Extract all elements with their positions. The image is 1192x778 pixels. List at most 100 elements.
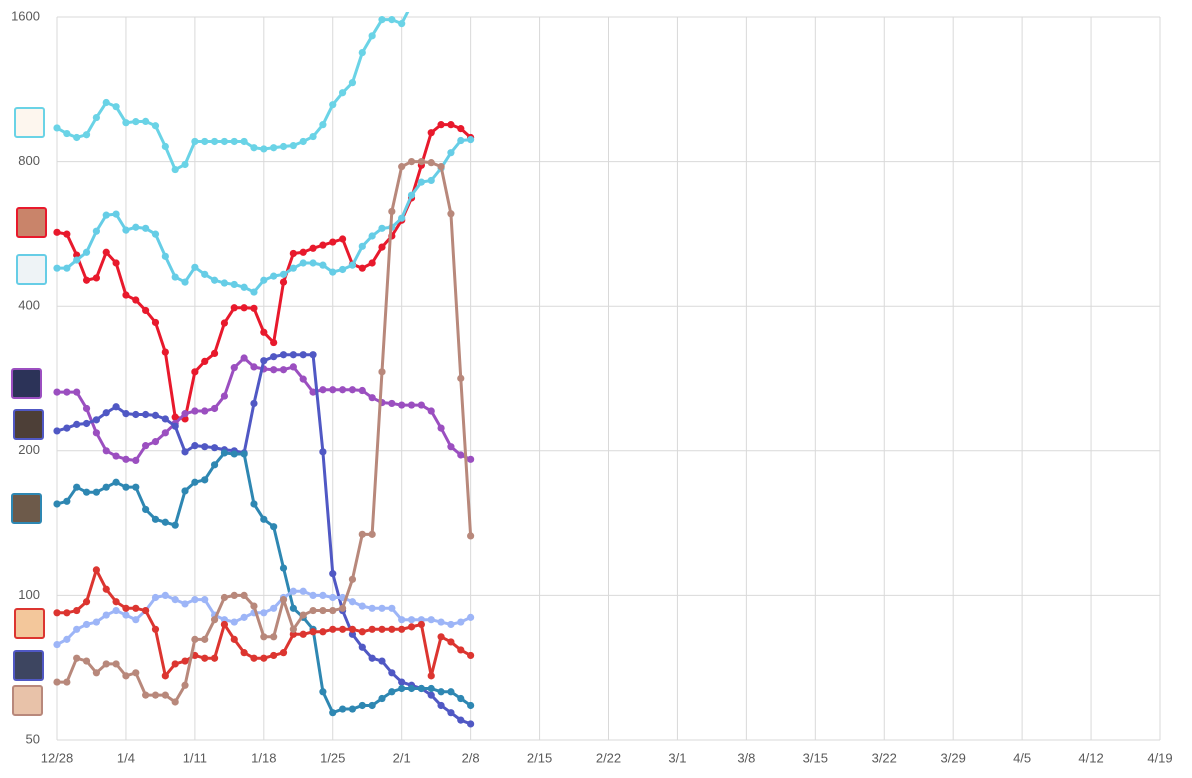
data-point [279,596,288,604]
x-tick-label: 1/25 [320,750,345,765]
data-point [82,404,91,413]
data-point [427,159,435,167]
data-point [319,591,327,600]
data-point [132,223,140,231]
data-point [151,691,160,699]
data-point [151,411,160,419]
data-point [132,669,140,677]
data-point [447,709,455,717]
data-point [112,210,120,218]
data-point [73,133,81,142]
data-point [309,244,317,252]
data-point [201,476,209,484]
data-point [417,178,425,186]
data-point [220,620,229,629]
data-point [151,515,160,523]
data-point [368,701,376,710]
data-point [201,270,209,278]
data-point [260,357,268,365]
data-point [368,32,376,40]
data-point [151,438,160,446]
data-point [368,654,376,662]
data-point [319,386,327,394]
data-point [82,276,91,284]
data-point [191,407,199,415]
data-point [240,283,248,291]
data-point [427,691,435,699]
data-point [210,276,219,284]
data-point [299,587,307,595]
data-point [358,386,366,395]
data-point [299,630,307,638]
data-point [368,625,376,633]
data-point [289,630,297,638]
data-point [329,386,337,394]
data-point [260,145,268,153]
data-point [368,394,376,402]
data-point [457,136,465,145]
data-point [92,566,100,574]
data-point [132,604,140,612]
data-point [388,625,396,633]
data-point [63,497,71,505]
data-point [338,625,347,633]
data-point [289,587,297,595]
data-point [250,602,258,610]
data-point [319,688,327,696]
data-point [467,651,475,660]
data-point [467,532,475,540]
data-point [407,401,416,409]
data-point [289,249,297,258]
data-point [358,602,366,610]
data-point [329,606,337,615]
data-point [260,633,268,641]
data-point [102,211,110,219]
data-point [210,404,219,413]
data-point [132,296,140,304]
data-point [122,455,130,463]
icon [14,608,45,639]
data-point [329,101,337,109]
data-point [358,530,366,538]
data-point [240,354,248,362]
data-point [230,591,238,600]
data-point [398,625,406,633]
data-point [279,270,288,278]
data-point [279,564,288,572]
data-point [142,505,150,514]
data-point [230,635,238,643]
data-point [161,691,169,699]
data-point [388,16,396,24]
data-point [161,415,169,423]
data-point [181,278,189,286]
data-point [161,252,169,260]
data-point [122,119,130,127]
data-point [447,210,455,218]
x-tick-label: 3/15 [803,750,828,765]
data-point [407,191,416,199]
data-point [398,616,406,624]
data-point [102,483,110,491]
data-point [112,259,120,267]
data-point [270,353,278,361]
data-point [260,515,268,523]
data-point [142,442,150,450]
data-point [338,705,347,713]
data-point [319,628,327,636]
data-point [112,598,120,606]
data-point [270,633,278,641]
x-tick-label: 2/22 [596,750,621,765]
data-point [427,672,435,680]
data-point [299,375,307,383]
data-point [53,678,61,686]
data-point [201,137,209,146]
data-point [338,604,347,612]
data-point [457,125,465,133]
data-point [191,478,199,486]
data-point [309,628,317,636]
data-point [191,137,199,146]
data-point [53,124,61,132]
data-point [427,176,435,185]
plot [53,12,475,728]
data-point [171,422,179,430]
